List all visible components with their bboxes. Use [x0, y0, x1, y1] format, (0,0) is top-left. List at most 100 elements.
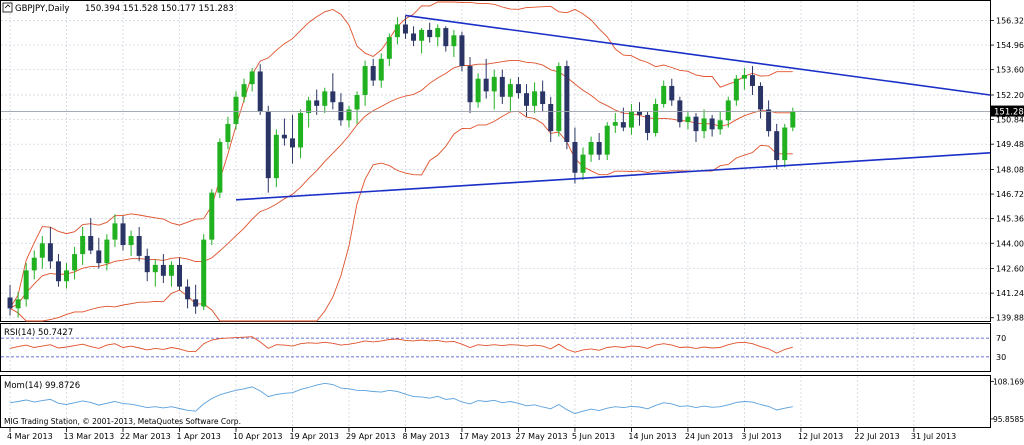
bull-candle [386, 37, 392, 59]
bear-candle [47, 243, 53, 262]
bull-candle [435, 28, 441, 38]
bear-candle [177, 264, 183, 287]
bollinger-bands [9, 1, 793, 322]
bull-candle [225, 123, 231, 142]
bear-candle [749, 75, 755, 86]
bollinger-up-band [9, 1, 793, 309]
bear-candle [548, 104, 554, 132]
bull-candle [168, 264, 174, 276]
bull-candle [604, 125, 610, 155]
price-tick-label: 146.720 [996, 190, 1024, 199]
bear-candle [499, 76, 505, 97]
bull-candle [201, 239, 207, 307]
bull-candle [31, 257, 37, 271]
bull-candle [556, 66, 562, 132]
bull-candle [64, 270, 70, 282]
symbol-header: GBPJPY,Daily [15, 4, 69, 14]
date-tick-label: 19 Apr 2013 [289, 432, 338, 441]
bull-candle [628, 111, 634, 128]
symbol-icon-arrow [4, 4, 11, 9]
price-tick-label: 142.600 [996, 265, 1024, 274]
bear-candle [120, 223, 126, 246]
bull-candle [306, 100, 312, 114]
lower-trendline [235, 152, 991, 201]
bear-candle [515, 84, 521, 94]
bull-candle [394, 24, 400, 38]
price-tick-label: 154.960 [996, 41, 1024, 50]
bull-candle [217, 141, 223, 193]
rsi-tick-label: 70 [996, 334, 1006, 343]
momentum-panel [0, 375, 991, 428]
copyright-text: MIG Trading Station, © 2001-2013, MetaQu… [4, 417, 241, 426]
trendlines[interactable] [235, 14, 991, 201]
bull-candle [725, 100, 731, 121]
price-tick-label: 153.600 [996, 66, 1024, 75]
bollinger-mid-band [9, 59, 793, 309]
last-price-label: 151.283 [994, 108, 1024, 118]
bear-candle [88, 236, 94, 251]
bull-candle [346, 109, 352, 121]
bollinger-lo-band [9, 110, 793, 322]
rsi-header: RSI(14) 50.7427 [4, 328, 73, 338]
bear-candle [257, 71, 263, 112]
bear-candle [524, 93, 530, 106]
date-axis: 4 Mar 2013 13 Mar 2013 22 Mar 2013 1 Apr 20… [7, 428, 956, 441]
bull-candle [233, 96, 239, 124]
bear-candle [596, 141, 602, 155]
bear-candle [411, 33, 417, 41]
bull-candle [15, 299, 21, 309]
bear-candle [185, 286, 191, 300]
bull-candle [653, 104, 659, 133]
bull-candle [241, 84, 247, 97]
date-tick-label: 12 Jul 2013 [798, 432, 843, 441]
date-tick-label: 5 Jun 2013 [572, 432, 615, 441]
bull-candle [80, 236, 86, 255]
bear-candle [144, 255, 150, 273]
bear-candle [774, 131, 780, 161]
bear-candle [459, 35, 465, 67]
bear-candle [540, 91, 546, 105]
momentum-plot [9, 382, 793, 415]
bull-candle [507, 84, 513, 97]
bear-candle [483, 78, 489, 92]
bull-candle [362, 66, 368, 95]
bull-candle [661, 85, 667, 105]
price-tick-label: 145.360 [996, 215, 1024, 224]
momentum-axis: 108.1691 95.85856 [990, 378, 1024, 424]
ohlc-header: 150.394 151.528 150.177 151.283 [85, 4, 234, 14]
price-tick-label: 152.200 [996, 91, 1024, 100]
bull-candle [532, 91, 538, 106]
main-price-panel [0, 0, 991, 322]
bear-candle [564, 66, 570, 142]
bull-candle [249, 71, 255, 85]
bear-candle [96, 250, 102, 264]
date-tick-label: 24 Jun 2013 [685, 432, 733, 441]
bull-candle [733, 78, 739, 101]
price-tick-label: 149.480 [996, 140, 1024, 149]
date-tick-label: 8 May 2013 [402, 432, 449, 441]
rsi-axis: 30 70 [996, 334, 1006, 362]
bear-candle [645, 114, 651, 133]
bear-candle [427, 29, 433, 38]
bull-candle [790, 111, 796, 128]
momentum-line [9, 382, 793, 415]
date-tick-label: 14 Jun 2013 [628, 432, 676, 441]
rsi-panel [0, 323, 991, 372]
bull-candle [298, 113, 304, 148]
price-axis: 156.320 154.960 153.600 152.200 150.840 149.4… [990, 16, 1024, 323]
date-tick-label: 29 Apr 2013 [346, 432, 395, 441]
bull-candle [104, 239, 110, 264]
bear-candle [709, 118, 715, 130]
bear-candle [7, 297, 13, 309]
bull-candle [273, 134, 279, 179]
upper-trendline [405, 14, 991, 96]
bear-candle [669, 85, 675, 101]
bear-candle [572, 141, 578, 173]
date-tick-label: 31 Jul 2013 [911, 432, 956, 441]
bull-candle [612, 122, 618, 126]
date-tick-label: 3 Jul 2013 [741, 432, 781, 441]
date-tick-label: 17 May 2013 [459, 432, 511, 441]
